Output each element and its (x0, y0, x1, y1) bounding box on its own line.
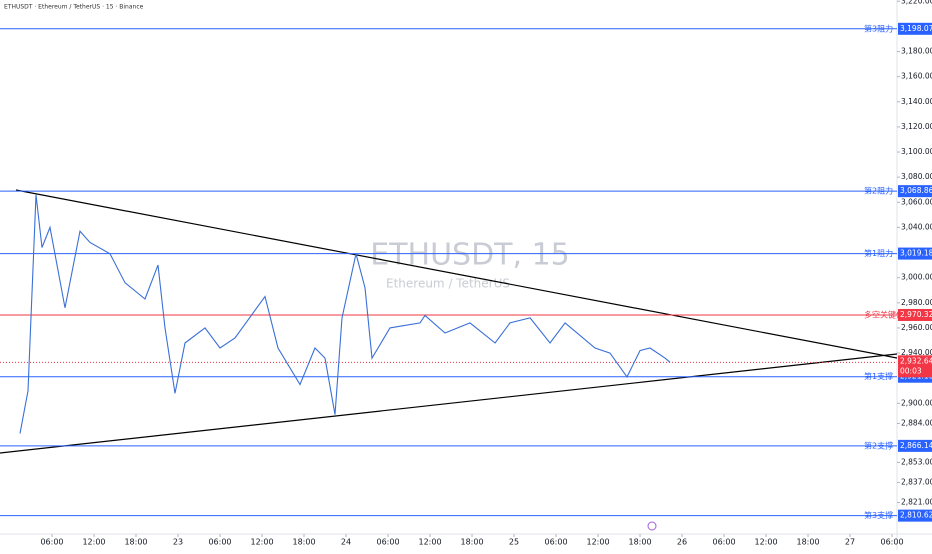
level-name: 第1支撑 (864, 371, 893, 381)
y-tick-label: 3,000.00 (901, 273, 932, 282)
last-price-label: 2,932.64 (900, 356, 932, 365)
level-value-box (898, 308, 932, 321)
y-tick-label: 2,980.00 (901, 298, 932, 307)
y-tick-label: 3,180.00 (901, 47, 932, 56)
level-value-label: 2,866.14 (900, 441, 932, 450)
last-price-box (898, 355, 932, 378)
x-tick-label: 06:00 (376, 538, 399, 547)
x-tick-label: 06:00 (40, 538, 63, 547)
level-value-box (898, 247, 932, 260)
y-tick-label: 3,040.00 (901, 222, 932, 231)
y-tick-label: 3,100.00 (901, 147, 932, 156)
x-tick-label: 26 (677, 538, 687, 547)
x-tick-label: 23 (173, 538, 183, 547)
y-tick-label: 2,900.00 (901, 398, 932, 407)
level-value-box (898, 439, 932, 452)
y-tick-label: 3,140.00 (901, 97, 932, 106)
y-tick-label: 2,821.00 (901, 498, 932, 507)
y-tick-label: 2,940.00 (901, 348, 932, 357)
level-value-box (898, 22, 932, 35)
x-tick-label: 18:00 (460, 538, 483, 547)
countdown: 00:03 (900, 366, 922, 375)
chart-title: ETHUSDT · Ethereum / TetherUS · 15 · Bin… (4, 4, 144, 11)
x-tick-label: 18:00 (124, 538, 147, 547)
x-tick-label: 18:00 (628, 538, 651, 547)
y-tick-label: 3,220.00 (901, 0, 932, 5)
y-tick-label: 2,960.00 (901, 323, 932, 332)
watermark-subtitle: Ethereum / TetherUS (386, 277, 510, 291)
x-tick-label: 25 (509, 538, 519, 547)
level-value-label: 3,019.18 (900, 249, 932, 258)
price-line (19, 194, 671, 434)
x-tick-label: 06:00 (880, 538, 903, 547)
level-value-label: 2,970.32 (900, 310, 932, 319)
x-tick-label: 24 (341, 538, 351, 547)
y-tick-label: 3,080.00 (901, 172, 932, 181)
x-tick-label: 18:00 (292, 538, 315, 547)
watermark: ETHUSDT, 15 (370, 238, 570, 273)
y-tick-label: 3,120.00 (901, 122, 932, 131)
x-tick-label: 12:00 (586, 538, 609, 547)
level-name: 第2支撑 (864, 440, 893, 450)
level-name: 第1阻力 (864, 248, 893, 258)
event-marker[interactable] (647, 521, 657, 531)
x-tick-label: 06:00 (712, 538, 735, 547)
x-tick-label: 27 (845, 538, 855, 547)
level-value-box (898, 509, 932, 522)
x-tick-label: 18:00 (796, 538, 819, 547)
level-name: 多空关键位 (864, 309, 904, 319)
level-value-box (898, 185, 932, 198)
x-tick-label: 12:00 (82, 538, 105, 547)
level-value-label: 3,198.07 (900, 24, 932, 33)
y-tick-label: 3,060.00 (901, 197, 932, 206)
level-name: 第3支撑 (864, 510, 893, 520)
x-tick-label: 06:00 (544, 538, 567, 547)
level-value-label: 2,810.62 (900, 511, 932, 520)
y-tick-label: 2,884.00 (901, 418, 932, 427)
level-value-label: 3,068.86 (900, 186, 932, 195)
y-tick-label: 2,837.00 (901, 477, 932, 486)
lower-trendline (0, 353, 898, 454)
x-tick-label: 12:00 (754, 538, 777, 547)
level-name: 第2阻力 (864, 186, 893, 196)
x-tick-label: 12:00 (250, 538, 273, 547)
x-tick-label: 06:00 (208, 538, 231, 547)
y-tick-label: 3,160.00 (901, 72, 932, 81)
upper-trendline (15, 189, 898, 359)
x-tick-label: 12:00 (418, 538, 441, 547)
level-name: 第3阻力 (864, 23, 893, 33)
y-tick-label: 2,853.00 (901, 457, 932, 466)
